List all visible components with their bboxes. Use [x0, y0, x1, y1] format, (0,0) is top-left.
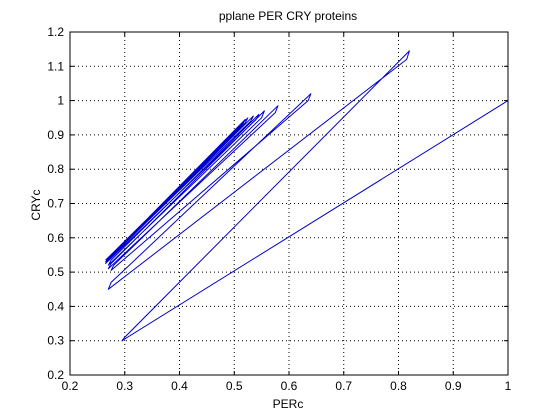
- x-tick-label: 0.2: [62, 379, 79, 393]
- y-tick-labels: 0.2 0.3 0.4 0.5 0.6 0.7 0.8 0.9 1 1.1 1.2: [47, 25, 64, 382]
- y-tick-label: 0.3: [47, 334, 64, 348]
- y-tick-label: 0.2: [47, 368, 64, 382]
- trajectory-line: [105, 50, 509, 342]
- y-tick-label: 0.8: [47, 162, 64, 176]
- y-tick-label: 0.6: [47, 231, 64, 245]
- y-tick-label: 0.4: [47, 299, 64, 313]
- x-tick-label: 0.8: [390, 379, 407, 393]
- y-axis-title: CRYc: [29, 189, 43, 220]
- y-tick-label: 0.7: [47, 197, 64, 211]
- x-tick-label: 1: [505, 379, 512, 393]
- y-tick-label: 1.2: [47, 25, 64, 39]
- y-tick-label: 1.1: [47, 59, 64, 73]
- x-tick-label: 0.5: [226, 379, 243, 393]
- x-tick-label: 0.7: [335, 379, 352, 393]
- series-layer: [105, 50, 509, 342]
- x-tick-label: 0.3: [116, 379, 133, 393]
- x-tick-label: 0.4: [171, 379, 188, 393]
- x-axis-title: PERc: [273, 397, 304, 411]
- axis-ticks: [69, 31, 509, 376]
- x-tick-label: 0.6: [281, 379, 298, 393]
- x-tick-labels: 0.2 0.3 0.4 0.5 0.6 0.7 0.8 0.9 1: [62, 379, 512, 393]
- grid: [70, 32, 508, 375]
- y-tick-label: 0.9: [47, 128, 64, 142]
- chart-title: pplane PER CRY proteins: [219, 9, 357, 23]
- x-tick-label: 0.9: [445, 379, 462, 393]
- y-tick-label: 1: [57, 94, 64, 108]
- y-tick-label: 0.5: [47, 265, 64, 279]
